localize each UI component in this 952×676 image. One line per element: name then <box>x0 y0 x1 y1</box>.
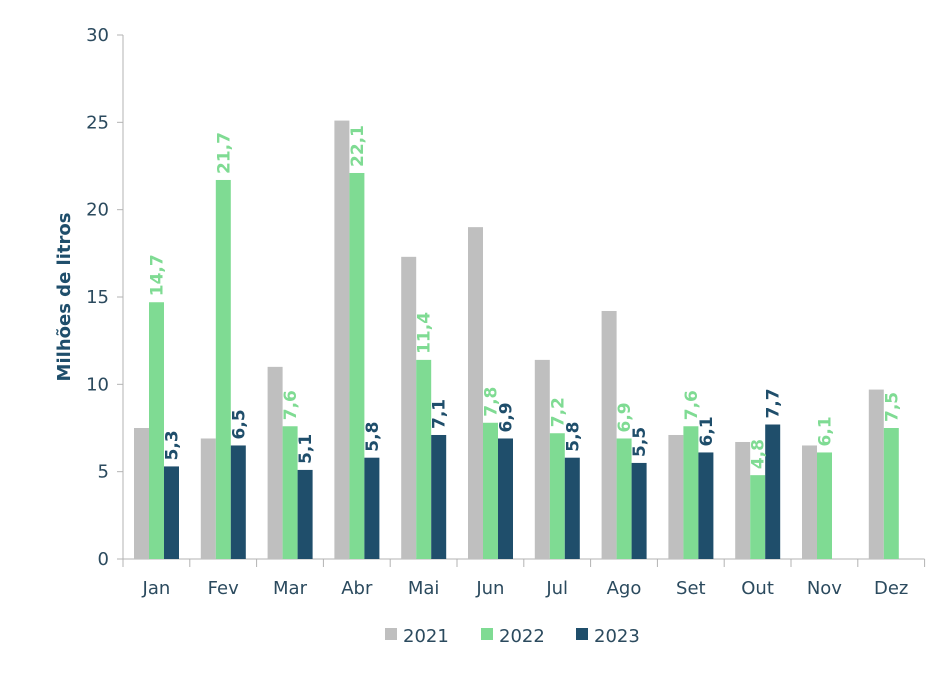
bar-2023-Set <box>698 452 714 559</box>
legend-label-2022: 2022 <box>499 626 545 647</box>
y-tick-label: 0 <box>98 549 109 570</box>
bar-2023-Jul <box>564 457 580 559</box>
x-tick-label: Jun <box>475 578 504 599</box>
bar-2021-Dez <box>868 389 884 559</box>
data-labels: 14,7 21,7 7,6 22,1 11,4 7,8 7,2 6,9 7,6 4,8 6,1 7,5… <box>148 125 903 469</box>
bar-2022-Jun <box>483 422 498 559</box>
bar-2023-Mar <box>297 469 313 559</box>
x-tick-label: Mai <box>408 578 440 599</box>
bar-2022-Ago <box>616 438 632 559</box>
x-tick-label: Jan <box>142 578 171 599</box>
data-label-2022-Nov: 6,1 <box>816 416 836 446</box>
data-label-2023-Out: 7,7 <box>764 388 784 418</box>
data-label-2022-Set: 7,6 <box>682 390 702 420</box>
bar-2021-Jul <box>534 359 550 559</box>
bar-2021-Set <box>668 434 684 559</box>
data-label-2022-Ago: 6,9 <box>615 402 635 432</box>
data-label-2023-Jul: 5,8 <box>563 422 583 452</box>
data-label-2023-Set: 6,1 <box>697 416 717 446</box>
y-tick-label: 20 <box>86 200 109 221</box>
data-label-2022-Mar: 7,6 <box>281 390 301 420</box>
bar-2021-Abr <box>334 120 350 559</box>
bar-2022-Abr <box>349 172 365 559</box>
x-tick-label: Jul <box>545 578 568 599</box>
y-tick-label: 25 <box>86 112 109 133</box>
bar-2021-Ago <box>601 310 617 559</box>
bar-2022-Dez <box>883 428 899 559</box>
data-label-2022-Abr: 22,1 <box>348 125 368 167</box>
data-label-2023-Jan: 5,3 <box>163 430 183 460</box>
data-label-2023-Mar: 5,1 <box>296 434 316 464</box>
y-tick-label: 5 <box>98 462 109 483</box>
data-label-2022-Mai: 11,4 <box>415 312 435 354</box>
x-tick-label: Nov <box>807 578 842 599</box>
legend-swatch-2022 <box>481 628 493 640</box>
bar-2021-Jan <box>134 428 149 559</box>
data-label-2023-Jun: 6,9 <box>497 402 517 432</box>
data-label-2023-Ago: 5,5 <box>630 427 650 457</box>
bar-2022-Nov <box>817 452 832 559</box>
legend-label-2021: 2021 <box>403 626 449 647</box>
bar-2022-Fev <box>215 179 231 559</box>
x-tick-label: Fev <box>208 578 239 599</box>
bar-2022-Jul <box>549 433 565 559</box>
data-label-2022-Jul: 7,2 <box>548 397 568 427</box>
bar-2022-Set <box>683 426 699 559</box>
bar-2021-Mai <box>401 256 417 559</box>
bar-2021-Out <box>735 441 751 559</box>
bar-2023-Out <box>765 424 781 559</box>
legend-swatch-2023 <box>576 628 588 640</box>
bars <box>134 120 899 559</box>
data-label-2022-Jan: 14,7 <box>148 254 168 296</box>
bar-2023-Jun <box>498 438 513 559</box>
x-tick-label: Ago <box>607 578 642 599</box>
data-label-2023-Mai: 7,1 <box>430 399 450 429</box>
bar-2023-Ago <box>631 462 647 559</box>
y-tick-label: 30 <box>86 25 109 46</box>
data-label-2023-Abr: 5,8 <box>363 422 383 452</box>
bar-2023-Mai <box>431 434 447 559</box>
bar-2023-Abr <box>364 457 380 559</box>
bar-2022-Mar <box>282 426 298 559</box>
bar-2021-Fev <box>200 438 216 559</box>
bar-2021-Nov <box>802 445 817 559</box>
bar-2023-Fev <box>230 445 246 559</box>
bar-2021-Jun <box>468 227 483 559</box>
data-label-2022-Dez: 7,5 <box>882 392 902 422</box>
data-label-2023-Fev: 6,5 <box>229 409 249 439</box>
y-axis-label: Milhões de litros <box>54 213 75 382</box>
data-label-2022-Out: 4,8 <box>749 439 769 469</box>
bar-2022-Jan <box>149 302 164 559</box>
x-tick-label: Set <box>676 578 706 599</box>
x-tick-label: Abr <box>341 578 373 599</box>
data-label-2022-Jun: 7,8 <box>482 387 502 417</box>
x-tick-label: Mar <box>273 578 308 599</box>
bar-2021-Mar <box>267 366 283 559</box>
bar-2022-Mai <box>416 359 432 559</box>
legend: 2021 2022 2023 <box>385 626 640 647</box>
legend-label-2023: 2023 <box>594 626 640 647</box>
y-tick-label: 10 <box>86 374 109 395</box>
y-tick-label: 15 <box>86 287 109 308</box>
bar-2023-Jan <box>164 466 179 559</box>
legend-swatch-2021 <box>385 628 397 640</box>
x-tick-label: Dez <box>874 578 908 599</box>
bar-2022-Out <box>750 475 766 559</box>
x-tick-label: Out <box>741 578 774 599</box>
axes: 0 5 10 15 20 25 30 Jan Fev Mar Abr Mai Jun Jul Ago Set O… <box>86 25 926 599</box>
data-label-2022-Fev: 21,7 <box>214 132 234 174</box>
